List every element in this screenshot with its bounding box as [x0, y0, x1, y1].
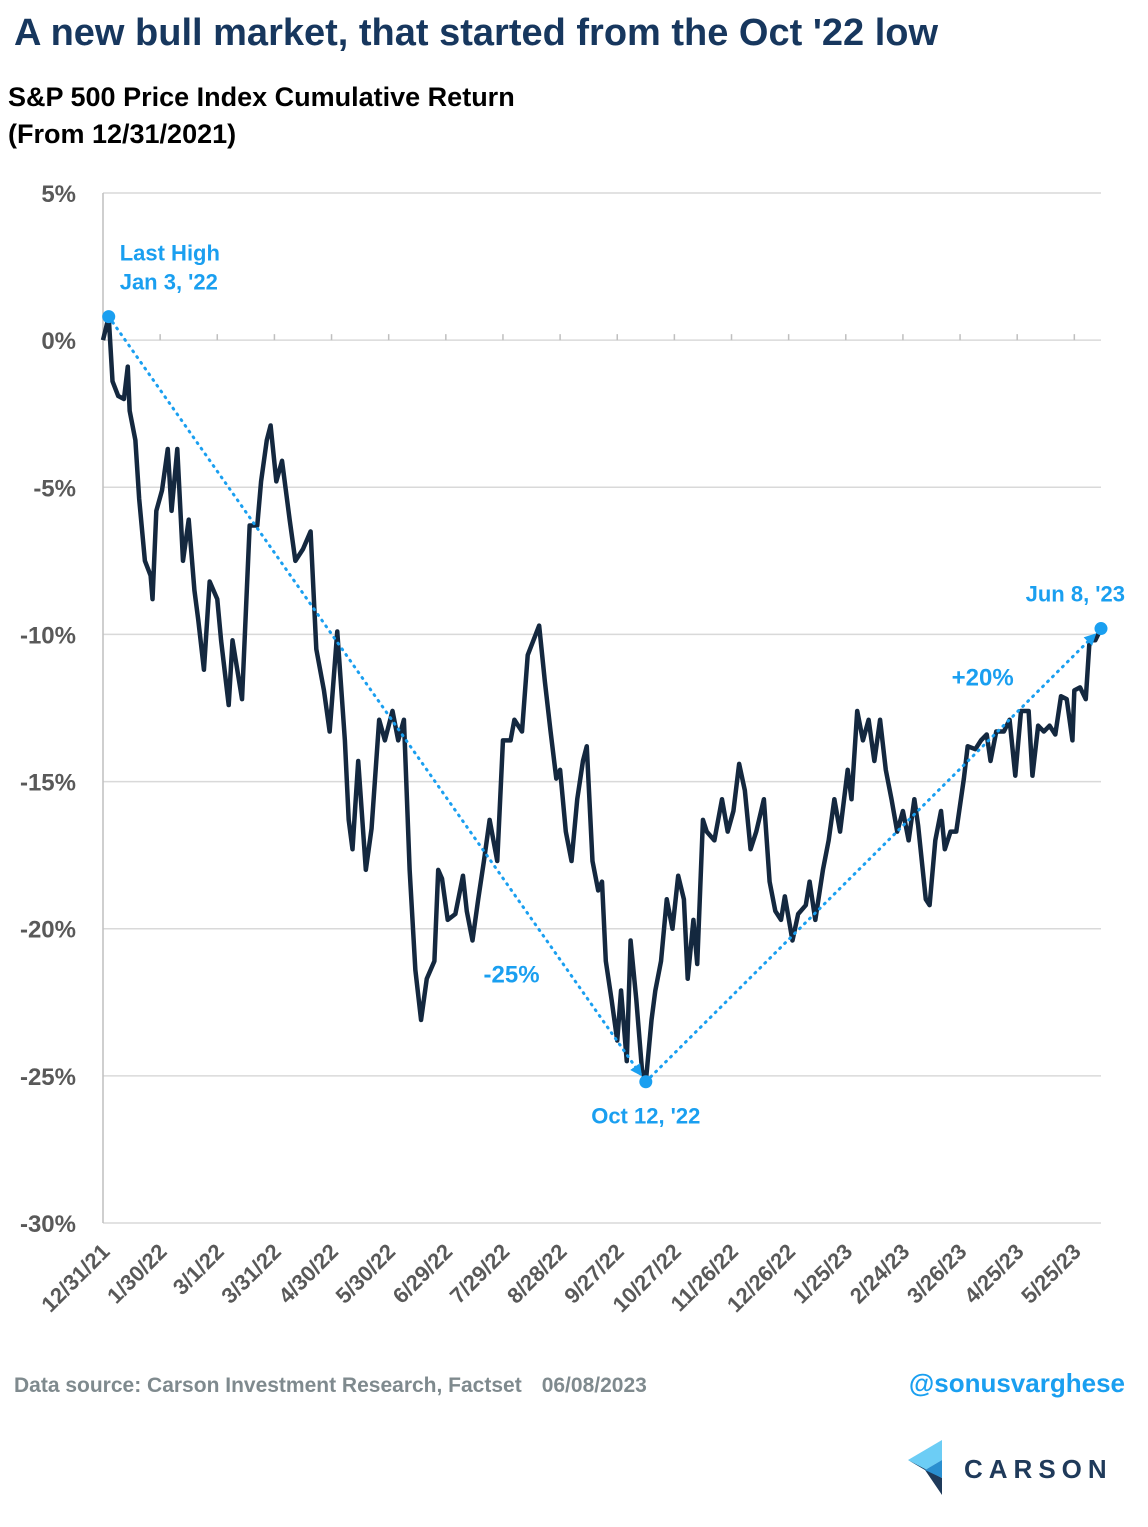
chart-subtitle: S&P 500 Price Index Cumulative Return	[8, 82, 515, 112]
source-text: Data source: Carson Investment Research,…	[14, 1374, 522, 1397]
x-tick-label: 6/29/22	[388, 1239, 458, 1309]
x-tick-label: 12/31/21	[36, 1239, 114, 1317]
highlight-point	[102, 310, 116, 324]
x-tick-label: 3/31/22	[216, 1239, 286, 1309]
x-tick-label: 2/24/23	[845, 1239, 915, 1309]
source-date: 06/08/2023	[542, 1374, 647, 1397]
x-tick-label: 1/25/23	[788, 1239, 858, 1309]
x-tick-label: 4/30/22	[274, 1239, 344, 1309]
y-tick-label: 0%	[41, 328, 76, 355]
brand-text: CARSON	[964, 1454, 1113, 1484]
grid: 5% 0% -5% -10% -15% -20% -25% -30%12/31/211/30/…	[20, 181, 1101, 1317]
y-tick-label: -5%	[33, 475, 76, 502]
y-tick-label: -30%	[20, 1211, 76, 1238]
x-tick-label: 5/25/23	[1016, 1239, 1086, 1309]
highlight-label: Last High	[120, 241, 220, 266]
logo-shape	[908, 1440, 942, 1470]
change-label: +20%	[952, 664, 1014, 691]
y-tick-label: -25%	[20, 1064, 76, 1091]
y-tick-label: -15%	[20, 770, 76, 797]
source: Data source: Carson Investment Research,…	[14, 1374, 647, 1397]
plot: -25% +20% Last High Jan 3, '22 Oct 12, '22 Ju…	[100, 241, 1125, 1129]
y-tick-label: -10%	[20, 622, 76, 649]
change-label: -25%	[484, 961, 540, 988]
x-tick-label: 1/30/22	[102, 1239, 172, 1309]
chart-title: A new bull market, that started from the…	[14, 12, 938, 54]
x-tick-label: 3/26/23	[902, 1239, 972, 1309]
logo-shape	[908, 1460, 942, 1495]
x-tick-label: 8/28/22	[502, 1239, 572, 1309]
highlight-point	[1094, 622, 1108, 636]
x-tick-label: 5/30/22	[331, 1239, 401, 1309]
trend-arrow	[107, 315, 643, 1077]
trend-arrow	[644, 633, 1097, 1084]
highlight-label: Oct 12, '22	[591, 1104, 700, 1129]
brand-logo	[908, 1440, 942, 1495]
chart-subtitle: (From 12/31/2021)	[8, 119, 236, 149]
logo-shape	[925, 1460, 942, 1478]
data-line	[100, 314, 1104, 1084]
handle: @sonusvarghese	[909, 1368, 1125, 1398]
x-tick-label: 4/25/23	[959, 1239, 1029, 1309]
highlight-label: Jan 3, '22	[120, 270, 218, 295]
y-tick-label: 5%	[41, 181, 76, 208]
highlight-point	[639, 1075, 653, 1089]
x-tick-label: 7/29/22	[445, 1239, 515, 1309]
y-tick-label: -20%	[20, 917, 76, 944]
highlight-label: Jun 8, '23	[1026, 582, 1125, 607]
